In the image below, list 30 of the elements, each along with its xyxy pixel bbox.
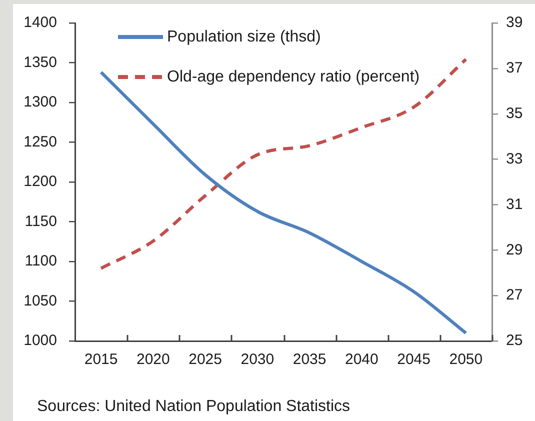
x-tick-label: 2045 (397, 351, 430, 368)
y-tick-label: 1400 (24, 14, 57, 32)
line-series (99, 70, 468, 335)
y-tick-label: 1300 (24, 94, 57, 111)
legend-label: Old-age dependency ratio (percent) (167, 68, 420, 86)
y-tick-label: 1100 (24, 252, 57, 270)
x-tick-label: 2015 (84, 351, 118, 368)
x-tick-label: 2020 (136, 351, 170, 368)
x-tick-label: 2030 (240, 351, 274, 368)
y2-tick-label: 29 (506, 241, 523, 258)
line-series (99, 58, 468, 270)
y-tick-label: 1200 (24, 173, 57, 190)
y-tick-label: 1350 (24, 54, 57, 71)
y2-tick-label: 31 (506, 196, 523, 213)
y-tick-label: 1000 (24, 332, 57, 350)
y-tick-label: 1250 (24, 133, 57, 150)
y2-tick-label: 25 (506, 332, 523, 350)
y2-tick-label: 27 (506, 286, 523, 304)
y2-tick-label: 35 (506, 105, 523, 122)
legend-label: Population size (thsd) (167, 28, 321, 46)
y-tick-label: 1050 (24, 292, 57, 310)
y-tick-label: 1150 (24, 212, 57, 230)
y2-tick-label: 33 (506, 150, 523, 168)
y2-tick-label: 39 (506, 14, 523, 32)
source-note: Sources: United Nation Population Statistics (37, 397, 350, 416)
x-tick-label: 2025 (188, 351, 222, 368)
x-tick-label: 2035 (292, 351, 326, 368)
x-tick-label: 2040 (345, 351, 378, 368)
y2-tick-label: 37 (506, 60, 523, 77)
x-tick-label: 2050 (449, 351, 483, 368)
